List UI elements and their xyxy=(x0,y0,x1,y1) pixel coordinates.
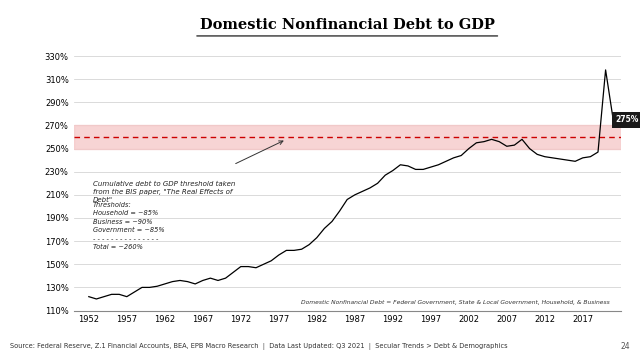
Text: Secular Trends: Secular Trends xyxy=(319,14,406,24)
Text: 24: 24 xyxy=(621,341,630,351)
Text: |  Cyclical Trends  |  Market Outlook: | Cyclical Trends | Market Outlook xyxy=(321,14,511,24)
Text: Domestic Nonfinancial Debt = Federal Government, State & Local Government, House: Domestic Nonfinancial Debt = Federal Gov… xyxy=(301,300,610,305)
Text: Cumulative debt to GDP threshold taken
from the BIS paper, "The Real Effects of
: Cumulative debt to GDP threshold taken f… xyxy=(93,181,235,203)
Text: Domestic Nonfinancial Debt to GDP: Domestic Nonfinancial Debt to GDP xyxy=(200,18,495,32)
Text: 275%: 275% xyxy=(616,115,639,124)
Bar xyxy=(74,125,621,149)
Text: Source: Federal Reserve, Z.1 Financial Accounts, BEA, EPB Macro Research  |  Dat: Source: Federal Reserve, Z.1 Financial A… xyxy=(10,342,508,350)
Text: Executive Summary  |: Executive Summary | xyxy=(319,14,440,24)
Text: Thresholds:
Household = ~85%
Business = ~90%
Government = ~85%
- - - - - - - - -: Thresholds: Household = ~85% Business = … xyxy=(93,202,164,250)
